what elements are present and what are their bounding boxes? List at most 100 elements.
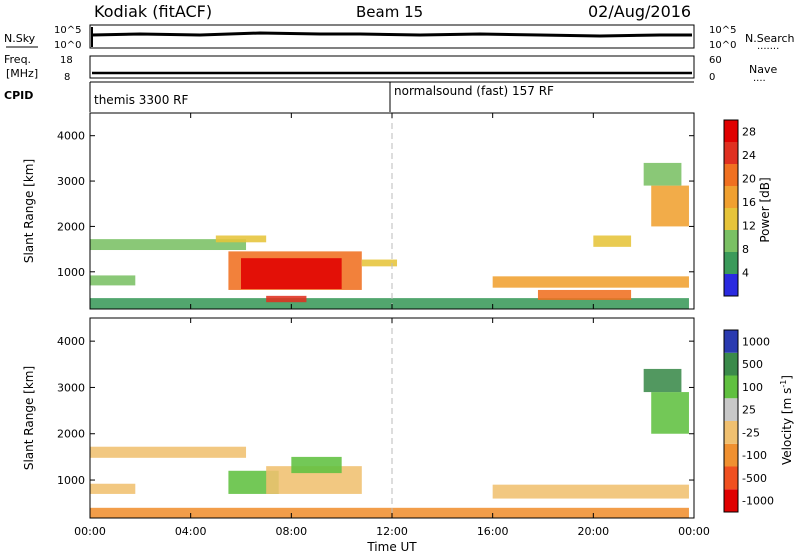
power-ytick-label: 1000 bbox=[57, 266, 85, 279]
freq-rtick-top: 60 bbox=[709, 55, 722, 66]
velocity-region bbox=[643, 368, 682, 393]
velocity-region bbox=[90, 507, 689, 518]
date-title: 02/Aug/2016 bbox=[588, 2, 691, 21]
velocity-colorbar: 1000 500 100 25 -25 -100 -500 -1000 bbox=[723, 329, 774, 513]
nsky-rtick-bottom: 10^0 bbox=[709, 40, 736, 51]
velocity-region bbox=[492, 484, 689, 499]
freq-label-top: Freq. bbox=[4, 53, 31, 66]
power-ytick-label: 3000 bbox=[57, 175, 85, 188]
power-colorbar-swatch bbox=[724, 142, 738, 164]
velocity-regions bbox=[90, 368, 689, 518]
power-colorbar-swatch bbox=[724, 164, 738, 186]
velocity-colorbar-tick: -25 bbox=[742, 426, 760, 439]
power-colorbar-tick: 28 bbox=[742, 126, 756, 139]
time-tick-label: 04:00 bbox=[175, 525, 207, 538]
velocity-colorbar-swatch bbox=[724, 443, 738, 467]
time-tick-label: 00:00 bbox=[74, 525, 106, 538]
power-region bbox=[361, 259, 398, 267]
power-colorbar-tick: 4 bbox=[742, 267, 749, 280]
time-tick-label: 00:00 bbox=[678, 525, 710, 538]
power-colorbar-frame bbox=[723, 119, 739, 297]
power-panel: 1000 2000 3000 4000 Slant Range [km] 4 8 12 16… bbox=[22, 112, 772, 310]
velocity-colorbar-swatch bbox=[724, 489, 738, 512]
velocity-ytick-label: 2000 bbox=[57, 428, 85, 441]
velocity-colorbar-tick: 500 bbox=[742, 358, 763, 371]
power-colorbar-tick: 8 bbox=[742, 243, 749, 256]
power-ylabel: Slant Range [km] bbox=[22, 159, 36, 263]
power-region bbox=[643, 162, 682, 186]
power-x-ticks bbox=[89, 113, 695, 309]
velocity-colorbar-swatch bbox=[724, 466, 738, 490]
power-colorbar-tick: 12 bbox=[742, 220, 756, 233]
power-colorbar-swatch bbox=[724, 230, 738, 252]
velocity-colorbar-tick: -1000 bbox=[742, 495, 774, 508]
power-region bbox=[266, 295, 307, 303]
velocity-region bbox=[90, 446, 247, 458]
velocity-x-ticks bbox=[89, 318, 695, 518]
nsky-tick-top: 10^5 bbox=[54, 25, 81, 36]
power-colorbar-swatch bbox=[724, 120, 738, 142]
power-colorbar-swatch bbox=[724, 186, 738, 208]
velocity-cbar-label-end: ] bbox=[780, 375, 794, 380]
power-colorbar: 4 8 12 16 20 24 28 bbox=[723, 119, 756, 297]
cpid-label: CPID bbox=[4, 89, 33, 102]
freq-tick-bottom: 8 bbox=[64, 72, 70, 83]
power-colorbar-tick: 16 bbox=[742, 196, 756, 209]
time-tick-label: 08:00 bbox=[275, 525, 307, 538]
freq-label-bottom: [MHz] bbox=[6, 67, 38, 80]
power-colorbar-swatch bbox=[724, 252, 738, 274]
velocity-colorbar-tick: 25 bbox=[742, 404, 756, 417]
velocity-colorbar-swatch bbox=[724, 352, 738, 376]
nsearch-label: N.Search bbox=[745, 32, 795, 45]
station-title: Kodiak (fitACF) bbox=[94, 2, 212, 21]
velocity-y-ticks: 1000 2000 3000 4000 bbox=[57, 335, 694, 487]
nsky-frame bbox=[89, 24, 695, 49]
velocity-colorbar-tick: 100 bbox=[742, 381, 763, 394]
freq-tick-top: 18 bbox=[60, 55, 73, 66]
power-ytick-label: 2000 bbox=[57, 220, 85, 233]
power-colorbar-swatch bbox=[724, 274, 738, 296]
nsky-trace bbox=[91, 31, 692, 38]
power-region bbox=[492, 276, 689, 288]
velocity-colorbar-tick: -100 bbox=[742, 449, 767, 462]
velocity-colorbar-tick: 1000 bbox=[742, 335, 770, 348]
velocity-colorbar-swatch bbox=[724, 421, 738, 444]
power-region bbox=[537, 289, 632, 300]
time-tick-label: 16:00 bbox=[477, 525, 509, 538]
velocity-ytick-label: 1000 bbox=[57, 474, 85, 487]
time-tick-label: 12:00 bbox=[376, 525, 408, 538]
nsky-tick-bottom: 10^0 bbox=[54, 40, 81, 51]
velocity-region bbox=[651, 392, 689, 434]
cpid-panel: CPID themis 3300 RF normalsound (fast) 1… bbox=[4, 81, 694, 112]
power-ytick-label: 4000 bbox=[57, 130, 85, 143]
cpid-mode-2: normalsound (fast) 157 RF bbox=[394, 84, 554, 98]
power-region bbox=[241, 258, 342, 290]
nsearch-dots: ....... bbox=[757, 41, 779, 52]
freq-panel: Freq. [MHz] 18 8 60 0 Nave .... bbox=[4, 53, 777, 84]
power-region bbox=[90, 275, 136, 286]
velocity-colorbar-frame bbox=[723, 329, 739, 513]
time-tick-label: 20:00 bbox=[577, 525, 609, 538]
velocity-cbar-label: Velocity [m s-1] bbox=[779, 375, 794, 465]
power-region bbox=[651, 185, 689, 227]
velocity-region bbox=[291, 456, 342, 474]
power-region bbox=[593, 235, 632, 247]
nsky-rtick-top: 10^5 bbox=[709, 25, 736, 36]
power-colorbar-tick: 24 bbox=[742, 149, 756, 162]
freq-rtick-bottom: 0 bbox=[709, 72, 715, 83]
velocity-colorbar-tick: -500 bbox=[742, 472, 767, 485]
time-axis-label: Time UT bbox=[366, 540, 417, 554]
nsky-panel: N.Sky 10^5 10^0 10^5 10^0 N.Search .....… bbox=[4, 24, 795, 52]
velocity-ytick-label: 4000 bbox=[57, 335, 85, 348]
velocity-colorbar-swatch bbox=[724, 375, 738, 399]
power-region bbox=[90, 239, 247, 251]
velocity-cbar-label-exp: -1 bbox=[779, 380, 788, 388]
power-regions bbox=[90, 162, 689, 309]
velocity-ylabel: Slant Range [km] bbox=[22, 366, 36, 470]
beam-title: Beam 15 bbox=[356, 3, 423, 21]
power-region bbox=[90, 298, 689, 309]
nsky-label: N.Sky bbox=[4, 32, 36, 45]
velocity-panel: 1000 2000 3000 4000 Slant Range [km] 1000 50… bbox=[22, 317, 794, 554]
velocity-colorbar-swatch bbox=[724, 398, 738, 421]
